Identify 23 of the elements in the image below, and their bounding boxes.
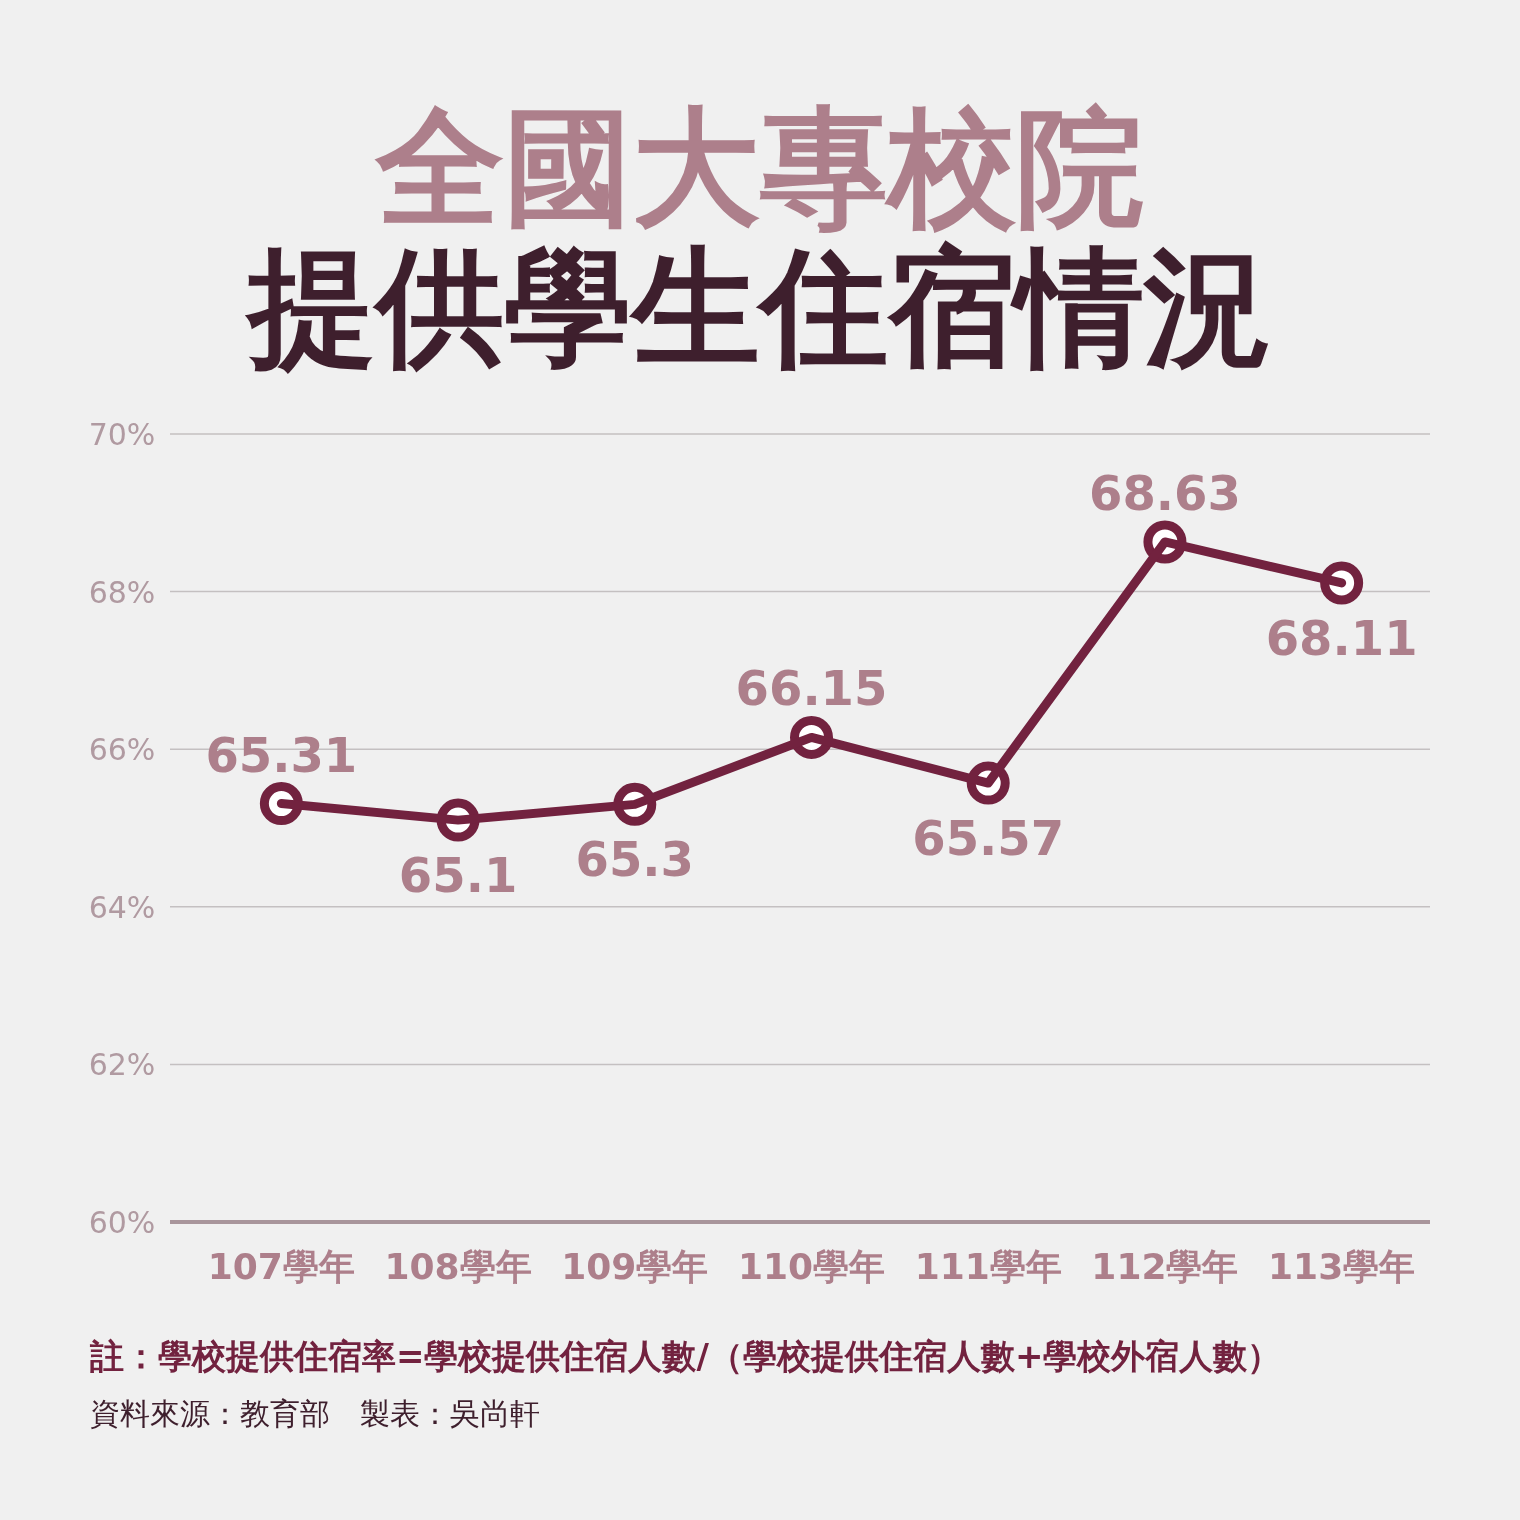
data-label: 66.15 [735, 660, 888, 717]
x-tick-label: 107學年 [207, 1246, 355, 1287]
x-tick-label: 112學年 [1091, 1246, 1239, 1287]
x-tick-label: 108學年 [384, 1246, 532, 1287]
text: 註：學校提供住宿率=學校提供住宿人數/（學校提供住宿人數+學校外宿人數） [89, 1336, 1282, 1376]
data-label: 65.3 [575, 831, 694, 888]
data-label: 68.11 [1265, 609, 1418, 666]
chart-subtitle: 提供學生住宿情況 [244, 233, 1272, 382]
y-tick-label: 70% [88, 417, 156, 452]
y-tick-label: 68% [88, 574, 156, 610]
x-tick-label: 111學年 [914, 1246, 1062, 1287]
x-tick-label: 110學年 [737, 1246, 886, 1287]
data-label: 65.31 [205, 726, 358, 783]
y-tick-label: 62% [88, 1047, 156, 1083]
x-tick-label: 109學年 [561, 1246, 709, 1287]
data-label: 65.1 [398, 847, 518, 904]
y-tick-label: 64% [88, 889, 156, 925]
source-note: 資料來源：教育部 製表：吳尚軒 [90, 1396, 540, 1431]
y-tick-label: 60% [88, 1205, 156, 1240]
data-label: 65.57 [912, 810, 1065, 867]
data-label: 68.63 [1089, 464, 1241, 521]
y-tick-label: 66% [88, 732, 156, 768]
x-tick-label: 113學年 [1268, 1246, 1416, 1287]
